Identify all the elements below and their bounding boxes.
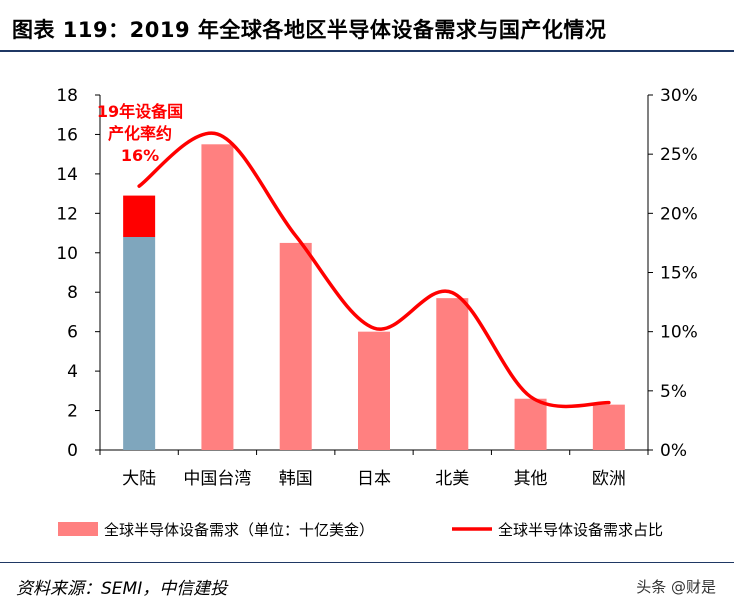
bar <box>279 242 312 450</box>
x-tick-label: 韩国 <box>279 469 313 489</box>
x-tick-label: 其他 <box>514 469 548 489</box>
x-tick-label: 北美 <box>435 469 469 489</box>
bar-china-mainland-domestic <box>123 195 156 237</box>
x-tick-label: 日本 <box>357 469 391 489</box>
chart-line <box>137 131 611 409</box>
y-left-tick-label: 2 <box>67 402 78 422</box>
title-divider <box>0 50 734 52</box>
x-tick-label: 大陆 <box>122 469 156 489</box>
y-right-tick-label: 25% <box>660 145 698 165</box>
chart: 0 2 4 6 8 10 12 14 16 18 0% 5% 10% 15% 20% 25% 30% 大陆 中国台湾… <box>56 86 697 539</box>
annotation-line: 16% <box>121 146 159 165</box>
bar-china-mainland-base <box>123 237 156 450</box>
y-left-tick-label: 4 <box>67 362 78 382</box>
annotation-line: 19年设备国 <box>97 102 183 121</box>
y-right-tick-label: 15% <box>660 264 698 284</box>
y-right-tick-label: 0% <box>660 441 687 461</box>
source-divider <box>0 562 734 563</box>
y-right-tick-label: 30% <box>660 86 698 106</box>
watermark: 头条 @财是 <box>636 578 716 596</box>
legend-bar-swatch <box>58 522 98 536</box>
y-left-tick-label: 10 <box>56 244 78 264</box>
x-tick-label: 欧洲 <box>592 469 626 489</box>
source-note: 资料来源：SEMI，中信建投 <box>16 579 228 599</box>
x-tick-label: 中国台湾 <box>183 469 251 489</box>
y-right-tick-label: 20% <box>660 204 698 224</box>
y-left-tick-label: 8 <box>67 283 78 303</box>
chart-bars <box>123 144 625 451</box>
bar <box>358 331 390 450</box>
legend-bar-label: 全球半导体设备需求（单位：十亿美金） <box>104 521 374 539</box>
y-left-tick-label: 18 <box>56 86 78 106</box>
chart-axes: 0 2 4 6 8 10 12 14 16 18 0% 5% 10% 15% 20% 25% 30% 大陆 中国台湾… <box>56 86 697 489</box>
bar <box>514 398 547 450</box>
bar <box>592 404 625 450</box>
bar <box>436 298 469 450</box>
y-left-tick-label: 12 <box>56 204 78 224</box>
y-left-tick-label: 0 <box>67 441 78 461</box>
annotation-line: 产化率约 <box>108 124 172 143</box>
y-right-tick-label: 5% <box>660 382 687 402</box>
y-left-tick-label: 16 <box>56 125 78 145</box>
y-left-tick-label: 6 <box>67 323 78 343</box>
chart-legend: 全球半导体设备需求（单位：十亿美金） 全球半导体设备需求占比 <box>58 521 663 539</box>
bar <box>201 144 234 451</box>
y-left-tick-label: 14 <box>56 165 78 185</box>
chart-title: 图表 119：2019 年全球各地区半导体设备需求与国产化情况 <box>12 18 607 42</box>
legend-line-label: 全球半导体设备需求占比 <box>498 521 663 539</box>
y-right-tick-label: 10% <box>660 323 698 343</box>
